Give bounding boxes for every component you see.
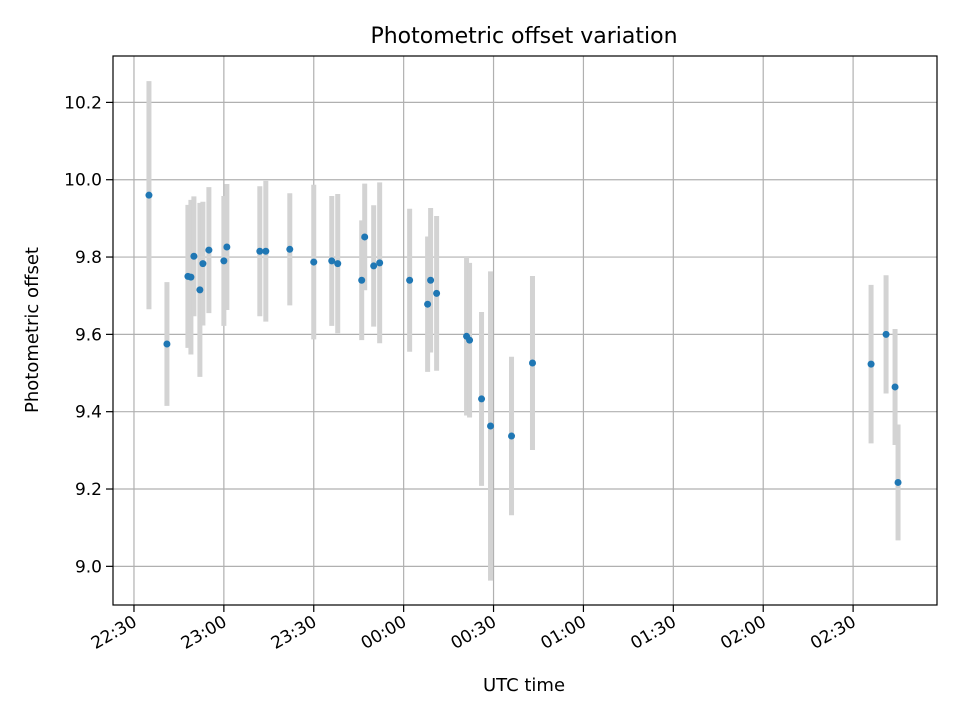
data-point	[223, 243, 231, 251]
data-point	[256, 247, 264, 255]
data-point	[891, 383, 899, 391]
y-tick-label: 9.8	[75, 248, 102, 268]
data-point	[163, 340, 171, 348]
data-point	[508, 432, 516, 440]
y-tick-label: 9.4	[75, 403, 102, 423]
chart-title: Photometric offset variation	[370, 24, 677, 49]
grid	[113, 56, 937, 605]
data-point	[433, 289, 441, 297]
data-point	[220, 257, 228, 265]
data-points	[145, 191, 902, 486]
data-point	[205, 246, 213, 254]
data-point	[190, 252, 198, 260]
plot-frame	[112, 55, 938, 606]
data-point	[427, 276, 435, 284]
y-tick-label: 10.0	[64, 171, 102, 191]
data-point	[478, 395, 486, 403]
y-axis-label: Photometric offset	[22, 247, 43, 413]
data-point	[145, 191, 153, 199]
data-point	[894, 478, 902, 486]
data-point	[196, 286, 204, 294]
y-tick-label: 9.2	[75, 480, 102, 500]
data-point	[199, 260, 207, 268]
data-point	[262, 247, 270, 255]
data-point	[370, 262, 378, 270]
data-point	[328, 257, 336, 265]
data-point	[187, 273, 195, 281]
data-point	[406, 276, 414, 284]
data-point	[376, 259, 384, 267]
data-point	[528, 359, 536, 367]
y-tick-label: 9.0	[75, 557, 102, 577]
y-axis: 9.0 9.2 9.4 9.6 9.8 10.0 10.2	[64, 93, 113, 577]
data-point	[310, 258, 318, 266]
data-point	[286, 245, 294, 253]
data-point	[334, 260, 342, 268]
data-point	[882, 330, 890, 338]
y-tick-label: 9.6	[75, 325, 102, 345]
data-point	[424, 300, 432, 308]
y-tick-label: 10.2	[64, 93, 102, 113]
data-point	[867, 360, 875, 368]
data-point	[358, 276, 366, 284]
data-point	[466, 336, 474, 344]
x-axis-label: UTC time	[483, 675, 565, 696]
data-point	[487, 422, 495, 430]
data-point	[361, 233, 369, 241]
